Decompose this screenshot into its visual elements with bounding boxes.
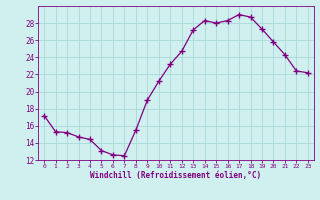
- X-axis label: Windchill (Refroidissement éolien,°C): Windchill (Refroidissement éolien,°C): [91, 171, 261, 180]
